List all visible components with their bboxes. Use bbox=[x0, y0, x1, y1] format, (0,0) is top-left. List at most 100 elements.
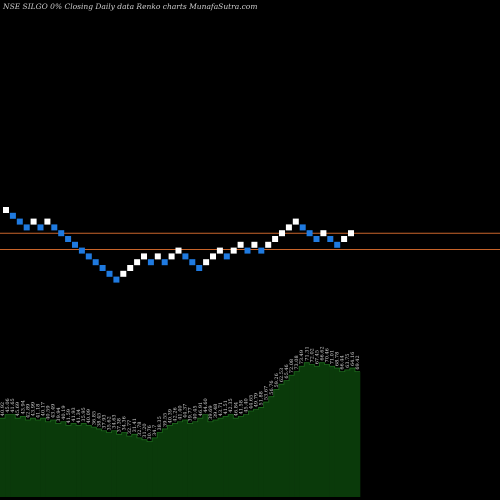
renko-brick bbox=[251, 241, 258, 248]
volume-area bbox=[0, 362, 361, 497]
volume-value-label: 41.58 bbox=[238, 400, 244, 414]
renko-brick bbox=[258, 247, 265, 254]
renko-brick bbox=[320, 230, 327, 237]
renko-brick bbox=[265, 241, 272, 248]
renko-brick bbox=[299, 224, 306, 231]
renko-brick bbox=[99, 265, 106, 271]
volume-bar bbox=[212, 419, 219, 497]
volume-bar bbox=[126, 436, 133, 497]
volume-bar bbox=[152, 437, 158, 497]
renko-brick bbox=[141, 253, 147, 260]
volume-value-label: 39.69 bbox=[208, 405, 214, 419]
volume-bar bbox=[60, 421, 67, 497]
volume-value-label: 49.79 bbox=[254, 393, 260, 407]
renko-brick bbox=[216, 247, 223, 254]
renko-brick bbox=[113, 276, 120, 283]
volume-value-label: 63.75 bbox=[345, 354, 351, 368]
volume-bar bbox=[218, 418, 224, 497]
volume-bar bbox=[309, 364, 315, 497]
volume-value-label: 43.49 bbox=[51, 404, 57, 418]
volume-value-label: 32.78 bbox=[137, 422, 143, 436]
volume-bar bbox=[76, 425, 82, 497]
renko-brick bbox=[65, 236, 72, 242]
volume-bar bbox=[141, 439, 148, 497]
volume-value-label: 43.99 bbox=[30, 402, 36, 416]
volume-value-label: 71.01 bbox=[330, 350, 336, 364]
volume-bar bbox=[223, 416, 229, 497]
volume-bar bbox=[299, 366, 305, 497]
volume-bar bbox=[248, 411, 254, 497]
volume-bar bbox=[91, 427, 97, 497]
volume-value-label: 42.26 bbox=[172, 407, 178, 421]
renko-brick bbox=[182, 253, 189, 260]
volume-value-label: 40.39 bbox=[167, 409, 173, 423]
volume-value-label: 44.60 bbox=[203, 398, 209, 412]
renko-brick bbox=[37, 224, 44, 231]
volume-bar bbox=[258, 407, 264, 497]
volume-bar bbox=[304, 362, 310, 497]
renko-brick bbox=[203, 259, 210, 266]
volume-value-label: 34.63 bbox=[112, 414, 118, 428]
volume-value-label: 30.76 bbox=[147, 425, 153, 439]
volume-bar bbox=[167, 425, 173, 497]
volume-bar bbox=[354, 371, 361, 497]
renko-brick bbox=[16, 218, 23, 225]
volume-value-label: 31.41 bbox=[132, 418, 138, 432]
renko-brick bbox=[196, 265, 203, 271]
volume-bar bbox=[101, 430, 107, 497]
volume-value-label: 68.78 bbox=[335, 352, 341, 366]
volume-bar bbox=[136, 437, 143, 497]
volume-bar bbox=[344, 369, 351, 497]
volume-bar bbox=[5, 414, 11, 497]
volume-value-label: 42.89 bbox=[25, 404, 31, 418]
volume-bar bbox=[294, 371, 300, 497]
volume-value-label: 45.69 bbox=[15, 402, 21, 416]
renko-brick bbox=[189, 259, 196, 266]
volume-value-label: 73.49 bbox=[299, 350, 305, 364]
volume-bar bbox=[147, 441, 153, 497]
volume-value-label: 40.92 bbox=[0, 402, 6, 416]
volume-value-label: 72.02 bbox=[309, 348, 315, 362]
volume-bar bbox=[243, 414, 249, 497]
volume-value-label: 39.77 bbox=[188, 407, 194, 421]
renko-brick bbox=[244, 247, 251, 254]
volume-value-label: 66.62 bbox=[319, 346, 325, 360]
volume-value-label: 67.45 bbox=[314, 350, 320, 364]
volume-bar bbox=[197, 418, 204, 497]
renko-brick bbox=[120, 270, 127, 277]
volume-bar bbox=[131, 434, 138, 497]
volume-bar bbox=[40, 418, 46, 497]
renko-brick bbox=[134, 259, 141, 266]
volume-bar bbox=[111, 430, 117, 497]
volume-value-label: 34.36 bbox=[122, 416, 128, 430]
renko-brick bbox=[306, 230, 313, 237]
renko-brick bbox=[78, 247, 85, 254]
volume-bar bbox=[30, 418, 36, 497]
volume-bar bbox=[65, 425, 72, 497]
volume-bar bbox=[334, 368, 341, 497]
volume-value-label: 38.35 bbox=[157, 416, 163, 430]
symbol-label: NSE SILGO bbox=[3, 2, 48, 11]
volume-bar bbox=[25, 419, 31, 497]
volume-value-label: 45.06 bbox=[5, 398, 11, 412]
renko-brick bbox=[272, 236, 279, 242]
volume-value-label: 32.77 bbox=[127, 420, 133, 434]
description-label: Closing Daily data Renko charts MunafaSu… bbox=[64, 2, 258, 11]
volume-value-label: 71.31 bbox=[304, 346, 310, 360]
volume-value-label: 62.53 bbox=[279, 368, 285, 382]
volume-value-label: 73.08 bbox=[294, 355, 300, 369]
volume-bar bbox=[0, 418, 6, 497]
volume-bar bbox=[106, 432, 112, 497]
volume-value-label: 43.94 bbox=[20, 400, 26, 414]
chart-header: NSE SILGO 0% Closing Daily data Renko ch… bbox=[3, 2, 257, 11]
volume-value-label: 35.62 bbox=[107, 416, 113, 430]
volume-value-label: 39.55 bbox=[162, 413, 168, 427]
volume-value-label: 41.65 bbox=[10, 398, 16, 412]
volume-value-label: 69.42 bbox=[355, 355, 361, 369]
volume-value-label: 39.94 bbox=[56, 407, 62, 421]
volume-value-label: 34.7 bbox=[152, 425, 158, 436]
volume-bar bbox=[15, 418, 21, 497]
change-label: 0% bbox=[50, 2, 63, 11]
renko-brick bbox=[106, 270, 113, 277]
volume-bar bbox=[192, 421, 199, 497]
